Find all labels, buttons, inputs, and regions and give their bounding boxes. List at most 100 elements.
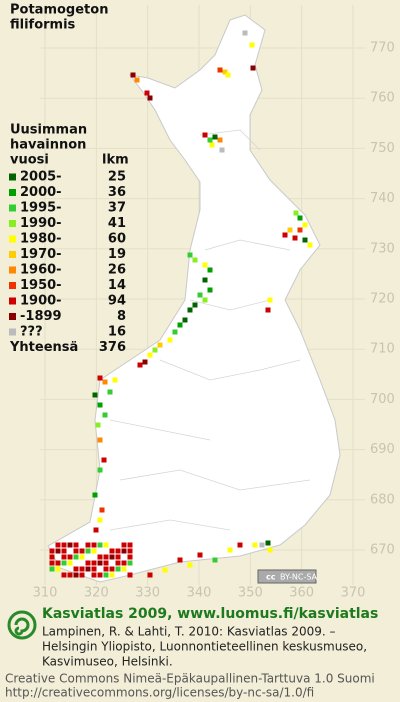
legend-header: Uusimman [10,123,87,138]
observation-square [217,67,223,73]
y-tick-label: 700 [370,392,395,407]
legend-count: 26 [108,263,126,278]
observation-square [202,262,208,268]
observation-square [103,542,109,548]
badge-icon: cc [266,573,276,582]
observation-square [121,566,127,572]
observation-square [92,392,98,398]
observation-square [197,552,203,558]
observation-square [167,337,173,343]
finland-outline [47,14,341,583]
observation-square [99,507,105,513]
observation-square [97,542,103,548]
observation-square [73,566,79,572]
legend-count-header: lkm [102,153,129,168]
observation-square [115,566,121,572]
observation-square [67,554,73,560]
legend-count: 25 [108,170,126,185]
observation-square [85,542,91,548]
observation-square [265,307,271,313]
observation-square [115,554,121,560]
observation-square [97,554,103,560]
observation-square [130,72,136,78]
legend-label: 1995- [20,201,62,216]
observation-square [187,252,193,258]
license: Creative Commons Nimeä-Epäkaupallinen-Ta… [5,672,375,686]
legend-swatch [9,204,16,212]
observation-square [250,65,256,71]
observation-square [202,277,208,283]
observation-square [49,560,55,566]
observation-square [67,560,73,566]
observation-square [134,77,140,83]
species-name: filiformis [10,18,76,33]
observation-square [61,542,67,548]
observation-square [207,267,213,273]
observation-square [202,297,208,303]
observation-square [103,560,109,566]
legend-label: 1980- [20,232,62,247]
legend-header: havainnon [10,138,86,153]
y-tick-label: 690 [370,442,395,457]
y-tick-label: 680 [370,492,395,507]
observation-square [152,347,158,353]
observation-square [85,560,91,566]
y-tick-label: 710 [370,342,395,357]
observation-square [61,572,67,578]
observation-square [144,90,150,96]
observation-square [187,562,193,568]
observation-square [101,457,107,463]
legend-label: 1950- [20,278,62,293]
observation-square [127,560,133,566]
legend-header: vuosi [10,153,49,168]
observation-square [91,542,97,548]
x-tick-label: 330 [135,586,160,601]
observation-square [79,548,85,554]
legend-swatch [9,313,16,320]
legend-swatch [9,173,16,181]
observation-square [297,227,303,233]
legend-swatch [9,266,16,274]
observation-square [292,235,298,241]
observation-square [225,72,231,78]
observation-square [127,542,133,548]
legend-swatch [9,282,16,289]
region-borders [109,129,311,531]
legend-count: 8 [117,309,126,324]
observation-square [49,554,55,560]
citation: Lampinen, R. & Lahti, T. 2010: Kasviatla… [42,625,336,639]
observation-square [287,227,293,233]
observation-square [102,412,108,418]
observation-square [162,567,168,573]
legend-swatch [9,251,16,258]
legend-count: 41 [108,216,126,231]
legend-count: 14 [108,278,126,293]
legend-swatch [9,328,16,336]
observation-square [91,548,97,554]
observation-square [103,566,109,572]
y-tick-label: 670 [370,543,395,558]
observation-square [79,554,85,560]
observation-square [115,560,121,566]
y-tick-label: 720 [370,292,395,307]
observation-square [97,375,103,381]
observation-square [95,422,101,428]
observation-square [147,572,153,578]
observation-square [102,379,108,385]
observation-square [197,292,203,298]
observation-square [177,557,183,563]
observation-square [97,437,103,443]
y-tick-label: 760 [370,91,395,106]
observation-square [49,548,55,554]
observation-square [259,542,265,548]
observation-square [222,69,228,75]
observation-square [61,548,67,554]
observation-square [121,560,127,566]
observation-square [97,402,103,408]
legend-label: -1899 [20,309,62,324]
observation-square [61,560,67,566]
legend-count: 37 [108,201,126,216]
y-tick-label: 770 [370,41,395,56]
observation-square [67,572,73,578]
observation-square [67,542,73,548]
